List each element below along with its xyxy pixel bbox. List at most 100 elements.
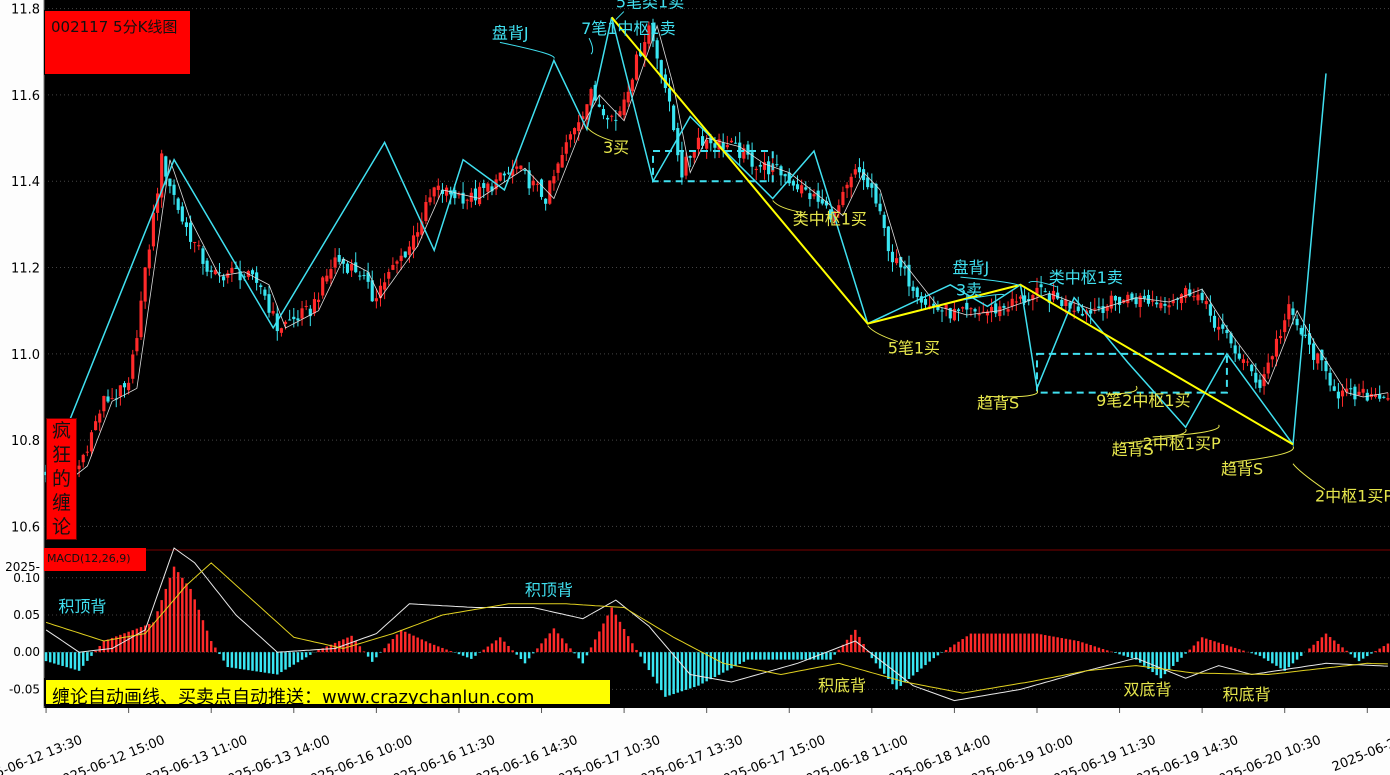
candle-body: [440, 189, 445, 194]
candle-body: [222, 276, 226, 281]
candle-body: [560, 155, 564, 168]
macd-signal-label: 积顶背: [58, 597, 106, 616]
buy-signal-label: 趋背S: [1112, 440, 1154, 459]
candle-body: [515, 166, 519, 169]
candle-body: [1138, 295, 1142, 307]
candle-body: [1031, 295, 1035, 301]
price-tick-label: 11.6: [11, 89, 40, 104]
candle-body: [1274, 338, 1279, 357]
candle-body: [1320, 349, 1324, 361]
price-tick-label: 10.6: [11, 520, 40, 535]
candle-body: [94, 421, 98, 431]
candle-body: [610, 115, 614, 117]
signal-arrow: [1230, 446, 1294, 463]
candle-body: [1254, 372, 1258, 383]
candle-body: [147, 249, 151, 269]
candle-body: [1303, 334, 1307, 336]
stock-title: 002117 5分K线图: [51, 18, 178, 36]
candle-body: [1200, 292, 1204, 301]
candle-body: [316, 299, 321, 303]
candle-body: [589, 89, 593, 106]
candle-body: [548, 180, 552, 204]
candle-body: [544, 198, 548, 204]
candle-body: [989, 306, 994, 312]
candle-body: [870, 183, 874, 188]
candle-body: [151, 212, 155, 247]
candle-body: [841, 191, 845, 206]
candle-body: [585, 104, 589, 120]
candle-body: [416, 232, 420, 237]
candle-body: [1068, 302, 1072, 309]
candle-body: [857, 167, 862, 173]
candle-body: [1336, 391, 1340, 399]
sell-signal-label: 7笔1中枢1卖: [581, 19, 676, 38]
candle-body: [783, 174, 787, 177]
candle-body: [828, 209, 833, 220]
candle-body: [556, 163, 560, 173]
signal-arrow: [588, 37, 594, 55]
candle-body: [1279, 335, 1283, 339]
candle-body: [1250, 364, 1254, 372]
candles: [44, 18, 1390, 495]
candle-body: [81, 454, 85, 463]
macd-tick-label: -0.05: [9, 682, 40, 696]
macd-tick-label: 0.00: [13, 645, 40, 659]
macd-histogram: [44, 566, 1390, 697]
candle-body: [180, 206, 184, 222]
candle-body: [164, 156, 168, 177]
candle-body: [1349, 388, 1353, 390]
candle-body: [890, 251, 895, 263]
candle-body: [1307, 333, 1312, 345]
moving-average-line: [46, 24, 1388, 480]
macd-tick-label: 0.10: [13, 571, 40, 585]
candle-body: [110, 398, 114, 400]
candle-body: [519, 165, 523, 169]
candle-body: [1002, 305, 1006, 308]
candle-body: [1324, 361, 1328, 372]
candle-body: [473, 188, 478, 201]
candle-body: [242, 276, 246, 278]
candle-body: [366, 272, 370, 282]
side-char: 狂: [51, 444, 71, 466]
candle-body: [337, 254, 341, 262]
candle-body: [1060, 299, 1064, 307]
candle-body: [808, 193, 812, 200]
candle-body: [1266, 362, 1270, 374]
candle-body: [424, 201, 428, 222]
candle-body: [837, 205, 841, 214]
candle-body: [189, 222, 193, 242]
candle-body: [1023, 295, 1027, 303]
candle-body: [1361, 388, 1365, 393]
candle-body: [804, 187, 808, 190]
signal-arrow: [986, 390, 1039, 398]
candle-body: [1291, 308, 1295, 315]
candle-body: [700, 136, 705, 146]
candle-body: [874, 183, 878, 204]
candle-body: [350, 264, 354, 271]
candle-body: [903, 266, 907, 269]
candle-body: [1134, 297, 1138, 305]
candle-body: [1056, 292, 1060, 299]
candle-body: [1196, 294, 1200, 301]
candle-body: [816, 190, 820, 202]
candle-body: [213, 270, 217, 275]
candle-body: [849, 176, 853, 188]
candle-body: [378, 285, 383, 299]
candle-body: [762, 162, 767, 170]
signal-arrow: [960, 276, 1022, 288]
price-tick-label: 11.0: [11, 348, 40, 363]
candle-body: [820, 199, 824, 204]
promo-banner[interactable]: 缠论自动画线、买卖点自动推送：www.crazychanlun.com: [44, 678, 612, 708]
candle-body: [1262, 374, 1266, 387]
x-axis-label: 2025-06-20: [1330, 733, 1390, 775]
side-char: 论: [51, 516, 71, 538]
candle-body: [139, 300, 143, 338]
candle-body: [89, 432, 94, 452]
candle-body: [85, 451, 89, 453]
candle-body: [539, 179, 544, 197]
candle-body: [184, 222, 189, 228]
candle-body: [564, 142, 568, 154]
candle-body: [407, 246, 411, 255]
candle-body: [1014, 301, 1018, 303]
candle-body: [630, 79, 634, 92]
